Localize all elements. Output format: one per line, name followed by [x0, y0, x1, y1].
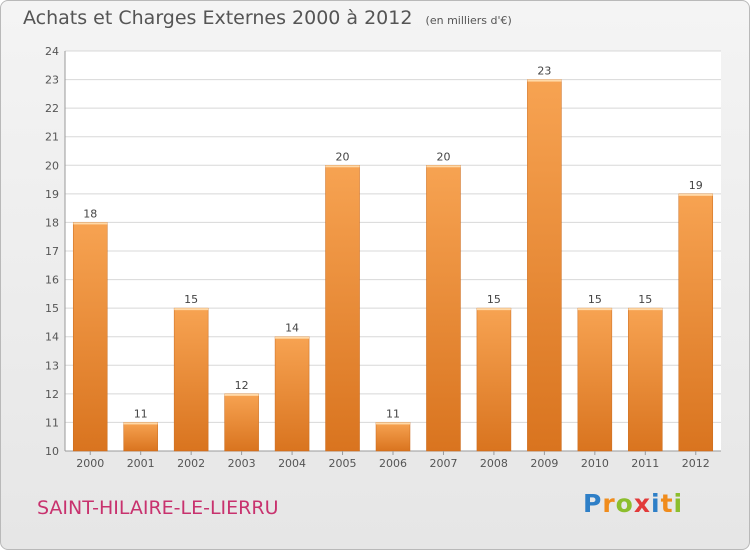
bar: [123, 422, 158, 452]
bar-highlight: [426, 165, 461, 168]
data-label: 15: [588, 293, 602, 306]
bar: [375, 422, 411, 452]
bar: [577, 307, 613, 452]
logo-letter: o: [615, 489, 634, 518]
bar: [173, 307, 209, 452]
y-tick-label: 10: [45, 445, 59, 458]
data-label: 11: [386, 407, 400, 420]
data-label: 19: [689, 179, 703, 192]
logo-letter: i: [651, 489, 661, 518]
x-tick-label: 2006: [379, 457, 407, 470]
title-row: Achats et Charges Externes 2000 à 2012 (…: [23, 7, 512, 29]
bar: [274, 336, 310, 452]
bar-highlight: [174, 308, 209, 311]
y-tick-label: 22: [45, 102, 59, 115]
data-label: 23: [537, 65, 551, 78]
x-tick-label: 2011: [631, 457, 659, 470]
x-tick-label: 2012: [682, 457, 710, 470]
x-tick-label: 2001: [127, 457, 155, 470]
bar-highlight: [527, 79, 562, 82]
y-tick-label: 24: [45, 45, 59, 58]
bar-highlight: [73, 222, 108, 225]
x-tick-label: 2000: [76, 457, 104, 470]
bar-highlight: [628, 308, 663, 311]
y-tick-label: 15: [45, 302, 59, 315]
bar-highlight: [577, 308, 612, 311]
bar: [224, 393, 259, 452]
logo-letter: r: [602, 489, 616, 518]
data-label: 15: [638, 293, 652, 306]
logo-letter: i: [673, 489, 684, 518]
y-tick-label: 23: [45, 74, 59, 87]
y-tick-label: 11: [45, 416, 59, 429]
y-tick-label: 17: [45, 245, 59, 258]
y-tick-label: 16: [45, 274, 59, 287]
bar-highlight: [678, 193, 713, 196]
y-tick-label: 18: [45, 216, 59, 229]
data-label: 20: [436, 150, 450, 163]
bar-highlight: [123, 422, 158, 425]
logo-letter: P: [583, 489, 603, 518]
bar-highlight: [476, 308, 511, 311]
x-tick-label: 2005: [329, 457, 357, 470]
bar: [426, 165, 461, 452]
data-label: 20: [336, 150, 350, 163]
data-label: 15: [487, 293, 501, 306]
data-label: 18: [83, 207, 97, 220]
data-label: 12: [235, 379, 249, 392]
y-tick-label: 14: [45, 331, 59, 344]
data-label: 15: [184, 293, 198, 306]
y-tick-label: 12: [45, 388, 59, 401]
x-tick-label: 2003: [228, 457, 256, 470]
bar: [476, 307, 512, 452]
bar-highlight: [275, 336, 310, 339]
y-tick-label: 13: [45, 359, 59, 372]
bar: [72, 222, 108, 452]
x-tick-label: 2002: [177, 457, 205, 470]
bar: [527, 79, 562, 452]
logo-letter: t: [660, 489, 674, 518]
x-tick-label: 2010: [581, 457, 609, 470]
bar-highlight: [376, 422, 410, 425]
bar-highlight: [224, 393, 259, 396]
bar: [325, 165, 360, 452]
proxiti-logo: Proxiti: [583, 489, 683, 518]
bar: [678, 193, 714, 452]
data-label: 11: [134, 407, 148, 420]
chart-title: Achats et Charges Externes 2000 à 2012: [23, 7, 413, 29]
commune-name: SAINT-HILAIRE-LE-LIERRU: [37, 497, 279, 519]
chart-unit-label: (en milliers d'€): [425, 14, 512, 27]
x-tick-label: 2008: [480, 457, 508, 470]
bar: [628, 307, 663, 452]
data-label: 14: [285, 322, 299, 335]
x-tick-label: 2007: [429, 457, 457, 470]
bar-highlight: [325, 165, 360, 168]
y-tick-label: 19: [45, 188, 59, 201]
x-tick-label: 2009: [530, 457, 558, 470]
x-tick-label: 2004: [278, 457, 306, 470]
y-tick-label: 20: [45, 159, 59, 172]
logo-letter: x: [633, 489, 651, 518]
y-tick-label: 21: [45, 131, 59, 144]
